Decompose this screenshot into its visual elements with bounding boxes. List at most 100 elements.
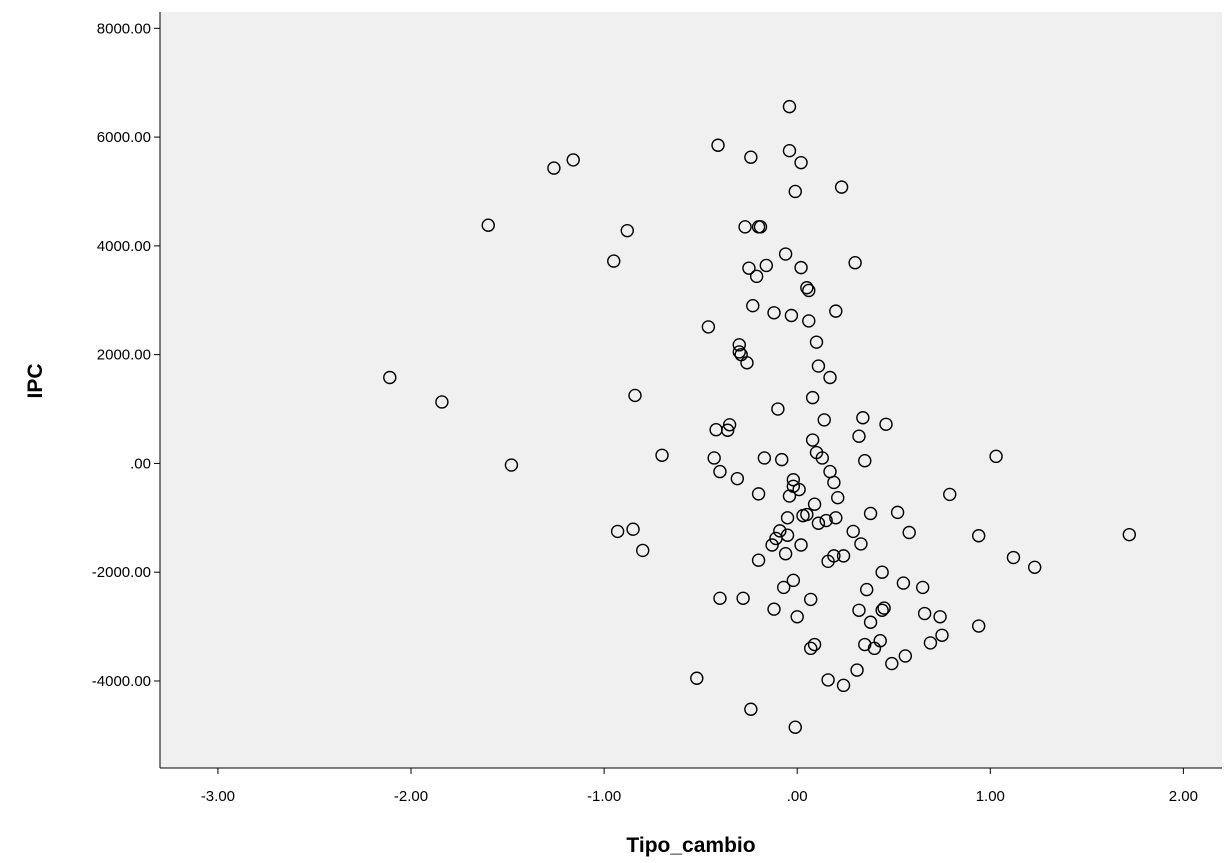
scatter-point: [836, 678, 851, 693]
scatter-point: [713, 464, 727, 479]
scatter-point: [917, 606, 932, 621]
scatter-point: [792, 482, 806, 497]
scatter-point: [771, 402, 785, 416]
scatter-point: [607, 254, 621, 268]
scatter-point: [836, 549, 851, 563]
scatter-point: [875, 565, 889, 579]
scatter-point: [730, 471, 745, 486]
scatter-point: [834, 180, 849, 194]
x-tick-label: 2.00: [1169, 788, 1198, 805]
y-tick-label: 8000.00: [97, 20, 151, 37]
scatter-point: [854, 537, 868, 551]
scatter-point: [802, 283, 816, 298]
scatter-point: [1028, 560, 1042, 575]
scatter-point: [749, 269, 764, 284]
plot-area: [160, 12, 1222, 768]
scatter-point: [784, 308, 799, 323]
scatter-point: [972, 619, 986, 633]
scatter-point: [778, 547, 793, 561]
scatter-point: [753, 220, 768, 234]
scatter-point: [852, 429, 866, 443]
scatter-point: [856, 411, 870, 425]
scatter-point: [740, 356, 754, 370]
scatter-point: [744, 702, 758, 716]
scatter-point: [780, 528, 795, 542]
scatter-point: [742, 261, 756, 275]
scatter-point: [827, 475, 841, 490]
scatter-point: [767, 602, 781, 616]
scatter-point: [751, 553, 766, 567]
scatter-point: [720, 423, 735, 437]
scatter-point: [701, 320, 716, 334]
scatter-point: [636, 543, 650, 558]
scatter-point: [823, 370, 837, 385]
x-tick-label: -1.00: [587, 788, 621, 805]
scatter-point: [732, 338, 746, 352]
scatter-point: [1006, 550, 1021, 565]
scatter-point: [790, 610, 804, 624]
scatter-point: [923, 636, 938, 650]
scatter-point: [759, 258, 774, 273]
scatter-point: [655, 448, 669, 462]
scatter-point: [898, 649, 913, 663]
y-axis-title: IPC: [24, 363, 47, 398]
x-tick-label: 1.00: [976, 788, 1005, 805]
scatter-point: [780, 511, 795, 525]
scatter-point: [885, 656, 899, 671]
scatter-point: [805, 433, 820, 447]
scatter-point: [815, 451, 830, 465]
scatter-point: [846, 524, 860, 539]
scatter-point: [765, 538, 779, 552]
y-tick-label: 4000.00: [97, 238, 151, 255]
scatter-point: [890, 505, 905, 520]
scatter-point: [805, 390, 820, 405]
scatter-point: [435, 395, 449, 409]
scatter-point: [746, 298, 760, 313]
scatter-point: [804, 592, 818, 607]
scatter-point: [707, 451, 721, 465]
scatter-point: [786, 473, 801, 487]
scatter-point: [628, 388, 642, 403]
x-axis-ticks: -3.00 -2.00 -1.00 .00 1.00 2.00: [201, 768, 1198, 805]
scatter-point: [989, 449, 1003, 464]
scatter-point: [711, 138, 725, 152]
scatter-point: [626, 522, 640, 536]
scatter-point: [831, 490, 845, 505]
scatter-point: [504, 458, 519, 472]
x-tick-label: -3.00: [201, 788, 235, 805]
scatter-point: [821, 673, 835, 687]
scatter-point: [744, 150, 758, 164]
y-tick-label: -4000.00: [92, 673, 151, 690]
scatter-point: [800, 281, 814, 295]
scatter-point: [794, 538, 808, 552]
scatter-point: [782, 99, 797, 114]
scatter-point: [713, 591, 727, 606]
scatter-point: [751, 487, 766, 501]
scatter-point: [775, 452, 789, 467]
scatter-point: [877, 601, 891, 615]
scatter-point: [1122, 527, 1137, 542]
scatter-point: [610, 524, 625, 539]
scatter-point: [811, 359, 826, 373]
scatter-point: [875, 603, 889, 617]
scatter-point: [736, 591, 750, 606]
scatter-point: [827, 549, 841, 563]
scatter-point: [972, 529, 986, 543]
scatter-point: [809, 335, 824, 349]
scatter-point: [788, 720, 802, 734]
scatter-point: [690, 671, 704, 685]
scatter-point: [850, 663, 864, 677]
scatter-point: [481, 218, 495, 232]
scatter-point: [811, 516, 826, 530]
points-layer: [383, 99, 1137, 734]
scatter-point: [757, 451, 772, 465]
scatter-point: [858, 637, 872, 652]
scatter-point: [620, 223, 634, 238]
scatter-point: [773, 524, 787, 538]
scatter-point: [782, 143, 797, 158]
scatter-point: [817, 413, 831, 427]
scatter-point: [943, 487, 957, 502]
scatter-point: [800, 507, 814, 522]
scatter-point: [807, 497, 822, 511]
